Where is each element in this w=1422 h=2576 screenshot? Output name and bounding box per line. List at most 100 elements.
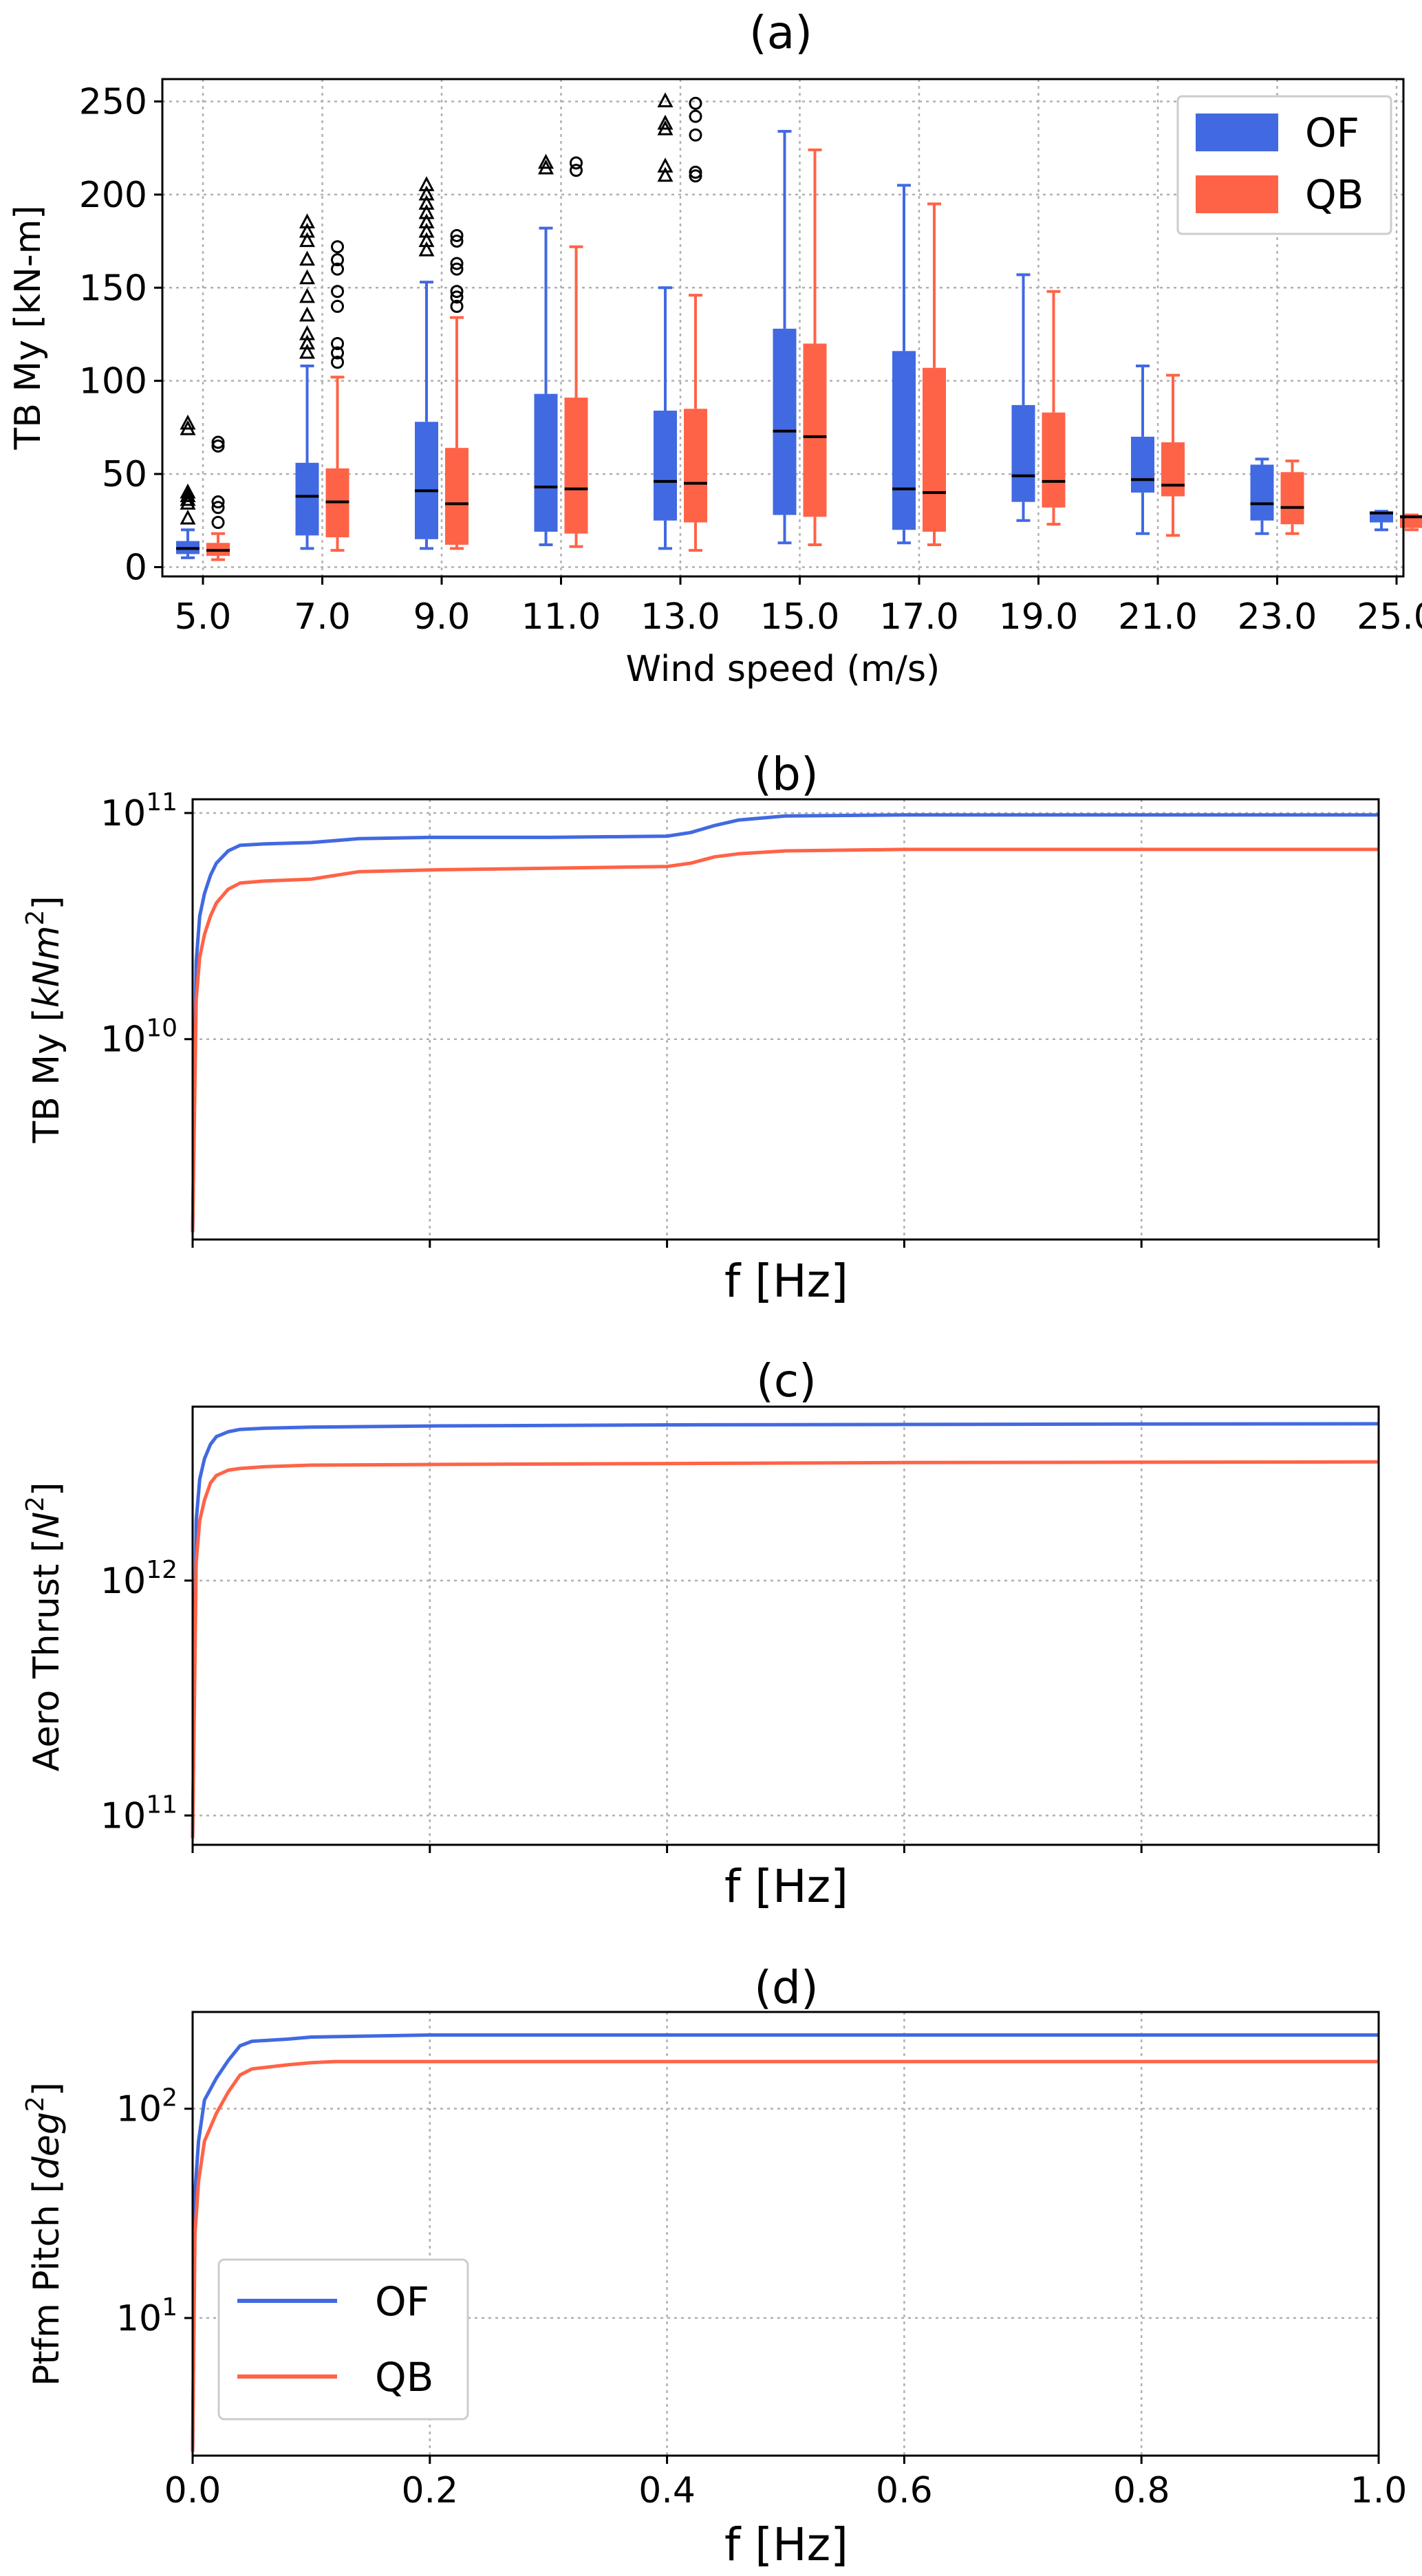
box-of — [415, 422, 438, 539]
outlier-triangle — [418, 232, 435, 248]
outlier-triangle — [299, 222, 315, 238]
outlier-circle — [331, 337, 344, 351]
outlier-triangle — [180, 487, 196, 503]
y-tick-label: 1010 — [100, 1015, 177, 1061]
outlier-circle — [211, 495, 225, 509]
outlier-circle — [689, 128, 702, 142]
x-tick-label: 5.0 — [175, 596, 232, 638]
panel-d-frame — [191, 2011, 1380, 2457]
legend-swatch-qb — [1196, 175, 1278, 213]
panel-c-xlabel: f [Hz] — [724, 1860, 848, 1913]
panel-d-line: (d) 0.0 0.2 0.4 0.6 0.8 1.0 101 102 f [Hz] Ptfm… — [21, 1961, 1407, 2571]
box-qb — [1280, 472, 1304, 525]
y-tick-label: 250 — [79, 81, 147, 122]
x-tick-label: 15.0 — [760, 596, 840, 638]
panel-c-title: (c) — [756, 1354, 817, 1407]
y-tick-label: 1012 — [100, 1556, 177, 1602]
box-qb — [684, 409, 707, 523]
outlier-triangle — [418, 185, 435, 201]
box-qb — [803, 343, 827, 517]
outlier-triangle — [299, 306, 315, 322]
legend-label-of: OF — [375, 2278, 429, 2325]
outlier-triangle — [657, 166, 674, 182]
outlier-triangle — [299, 325, 315, 340]
panel-b-title: (b) — [754, 748, 818, 801]
panel-b-ylabel: TB My [kNm2] — [21, 896, 67, 1143]
series-line-qb — [191, 2059, 1379, 2452]
panel-a-xlabel: Wind speed (m/s) — [626, 649, 940, 690]
y-tick-label: 1011 — [100, 1790, 177, 1837]
box-qb — [923, 367, 946, 532]
y-tick-label: 1011 — [100, 788, 177, 834]
series-line-of — [191, 813, 1379, 1233]
outlier-triangle — [299, 269, 315, 285]
outlier-triangle — [299, 213, 315, 229]
outlier-circle — [331, 356, 344, 369]
box-qb — [1161, 442, 1185, 497]
panel-a-title: (a) — [749, 6, 812, 59]
box-qb — [445, 448, 468, 545]
outlier-triangle — [538, 153, 554, 169]
panel-a-boxplot: (a) 0 50 100 150 200 250 5.0 7.0 9.0 11.0 13.0 15.0… — [8, 6, 1422, 690]
outlier-triangle — [657, 92, 674, 107]
x-tick-label: 25.0 — [1357, 596, 1422, 638]
x-tick-label: 0.6 — [876, 2470, 933, 2511]
panel-c-frame — [191, 1405, 1380, 1846]
outlier-circle — [331, 240, 344, 254]
x-tick-label: 19.0 — [999, 596, 1079, 638]
outlier-triangle — [418, 176, 435, 191]
outlier-circle — [689, 165, 702, 179]
outlier-circle — [689, 169, 702, 183]
panel-d-xlabel: f [Hz] — [724, 2518, 848, 2571]
panel-d-title: (d) — [754, 1961, 818, 2014]
outlier-circle — [211, 435, 225, 449]
panel-c-ylabel: Aero Thrust [N2] — [21, 1482, 67, 1772]
outlier-circle — [450, 228, 464, 242]
outlier-triangle — [180, 490, 196, 506]
y-tick-label: 100 — [79, 361, 147, 402]
outlier-circle — [450, 235, 464, 248]
series-line-qb — [191, 847, 1379, 1233]
outlier-circle — [211, 439, 225, 453]
outlier-triangle — [657, 114, 674, 130]
outlier-triangle — [418, 222, 435, 238]
y-tick-label: 0 — [125, 547, 147, 588]
outlier-circle — [211, 501, 225, 515]
box-of — [1250, 464, 1274, 521]
panel-b-xlabel: f [Hz] — [724, 1255, 848, 1308]
outlier-triangle — [180, 495, 196, 510]
legend-label-of: OF — [1305, 109, 1359, 156]
outlier-circle — [450, 299, 464, 313]
outlier-circle — [689, 109, 702, 123]
panel-d-ylabel: Ptfm Pitch [deg2] — [21, 2082, 67, 2386]
box-qb — [564, 398, 588, 534]
panel-b-line: (b) 1010 1011 f [Hz] TB My [kNm2] — [21, 748, 1380, 1308]
panel-a-frame — [161, 78, 1405, 578]
outlier-circle — [450, 257, 464, 270]
outlier-triangle — [418, 241, 435, 257]
legend-label-qb: QB — [375, 2354, 433, 2401]
x-tick-label: 13.0 — [640, 596, 720, 638]
x-tick-label: 17.0 — [879, 596, 959, 638]
outlier-triangle — [299, 250, 315, 266]
outlier-triangle — [180, 483, 196, 499]
outlier-triangle — [418, 204, 435, 219]
x-tick-label: 7.0 — [294, 596, 351, 638]
outlier-circle — [450, 262, 464, 276]
x-tick-label: 0.2 — [401, 2470, 458, 2511]
series-line-qb — [191, 1460, 1379, 1839]
panel-a-ylabel: TB My [kN-m] — [8, 205, 49, 450]
outlier-triangle — [299, 334, 315, 350]
x-tick-label: 9.0 — [413, 596, 471, 638]
x-tick-label: 11.0 — [521, 596, 601, 638]
x-tick-label: 21.0 — [1118, 596, 1198, 638]
x-tick-label: 23.0 — [1238, 596, 1317, 638]
outlier-circle — [331, 285, 344, 299]
series-line-of — [191, 2033, 1379, 2452]
panel-b-frame — [191, 798, 1380, 1241]
outlier-triangle — [418, 195, 435, 210]
y-tick-label: 50 — [102, 454, 147, 495]
outlier-circle — [450, 285, 464, 299]
box-of — [892, 351, 916, 530]
